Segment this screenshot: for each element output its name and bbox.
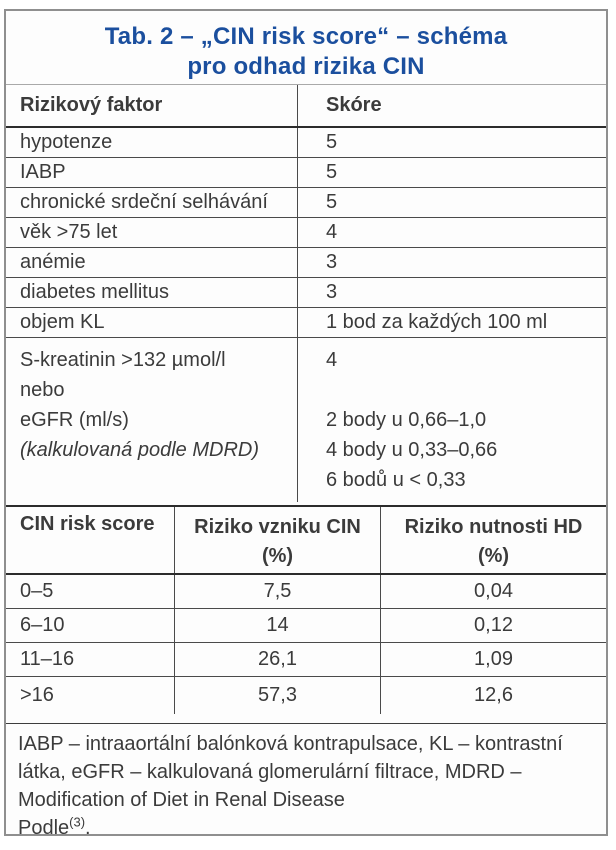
header-cell-cin-risk-score: CIN risk score (6, 507, 175, 573)
factor-line: S-kreatinin >132 µmol/l (20, 349, 226, 371)
table-row: chronické srdeční selhávání 5 (6, 188, 606, 218)
cell-cin-risk: 14 (175, 609, 381, 642)
cell-factor-multiline: S-kreatinin >132 µmol/l nebo eGFR (ml/s)… (6, 338, 298, 502)
header-cell-riziko-nutnosti: Riziko nutnosti HD (%) (381, 507, 606, 573)
header-line: Riziko nutnosti HD (404, 516, 583, 538)
title-line-2: pro odhad rizika CIN (187, 53, 425, 80)
risk-factor-table-header: Rizikový faktor Skóre (6, 85, 606, 128)
cell-score: 5 (326, 131, 338, 153)
score-line-blank (326, 375, 606, 405)
cell-cin-risk: 26,1 (175, 643, 381, 676)
cell-factor: objem KL (6, 308, 298, 337)
cell-hd-risk: 0,04 (474, 580, 513, 602)
footnote-line: Modification of Diet in Renal Disease (18, 789, 345, 811)
cell-score-range: 6–10 (6, 609, 175, 642)
cell-factor: chronické srdeční selhávání (6, 188, 298, 217)
score-line: 4 (326, 349, 338, 371)
cell-factor: věk >75 let (6, 218, 298, 247)
cell-score: 4 (326, 221, 338, 243)
table-row: >16 57,3 12,6 (6, 677, 606, 714)
cell-hd-risk: 0,12 (474, 614, 513, 636)
cell-score: 3 (326, 251, 338, 273)
cell-score-multiline: 4 2 body u 0,66–1,0 4 body u 0,33–0,66 6… (298, 338, 606, 502)
cin-score-table: CIN risk score Riziko vzniku CIN (%) Riz… (6, 505, 606, 714)
cell-hd-risk: 1,09 (474, 648, 513, 670)
cell-factor: hypotenze (6, 128, 298, 157)
citation-text: Podle (18, 817, 70, 839)
table-row: 0–5 7,5 0,04 (6, 575, 606, 609)
header-line: (%) (477, 545, 510, 567)
table-outer-frame: Tab. 2 – „CIN risk score“ – schéma pro o… (4, 9, 608, 839)
table-row: objem KL 1 bod za každých 100 ml (6, 308, 606, 338)
header-cell-factor: Rizikový faktor (6, 85, 298, 126)
cell-hd-risk: 12,6 (474, 684, 513, 706)
cell-score-range: >16 (6, 677, 175, 714)
header-line: Riziko vzniku CIN (194, 516, 361, 538)
factor-line: nebo (20, 379, 65, 401)
table-row: IABP 5 (6, 158, 606, 188)
title-line-1: Tab. 2 – „CIN risk score“ – schéma (104, 23, 508, 50)
cell-cin-risk: 7,5 (175, 575, 381, 608)
cell-score: 3 (326, 281, 338, 303)
citation-period: . (85, 817, 91, 839)
page-title: Tab. 2 – „CIN risk score“ – schéma pro o… (6, 22, 606, 82)
cell-factor: diabetes mellitus (6, 278, 298, 307)
cell-score: 5 (326, 161, 338, 183)
risk-factor-table: Rizikový faktor Skóre hypotenze 5 IABP 5… (6, 84, 606, 502)
citation-superscript: (3) (69, 814, 86, 830)
cell-score-range: 11–16 (6, 643, 175, 676)
footnote: IABP – intraaortální balónková kontrapul… (6, 723, 606, 839)
cell-cin-risk: 57,3 (175, 677, 381, 714)
header-cell-score: Skóre (326, 94, 382, 116)
factor-line-italic: (kalkulovaná podle MDRD) (20, 439, 259, 461)
factor-line: eGFR (ml/s) (20, 409, 129, 431)
table-row: diabetes mellitus 3 (6, 278, 606, 308)
header-line: (%) (261, 545, 294, 567)
table-row: anémie 3 (6, 248, 606, 278)
table-row: věk >75 let 4 (6, 218, 606, 248)
cin-score-table-header: CIN risk score Riziko vzniku CIN (%) Riz… (6, 507, 606, 575)
cell-score-range: 0–5 (6, 575, 175, 608)
cell-factor: IABP (6, 158, 298, 187)
cell-score: 1 bod za každých 100 ml (326, 311, 548, 333)
score-line: 2 body u 0,66–1,0 (326, 409, 487, 431)
footnote-citation: Podle(3). (18, 814, 594, 842)
table-row-multiline: S-kreatinin >132 µmol/l nebo eGFR (ml/s)… (6, 338, 606, 502)
footnote-line: IABP – intraaortální balónková kontrapul… (18, 733, 563, 755)
header-cell-riziko-vzniku: Riziko vzniku CIN (%) (175, 507, 381, 573)
cell-score: 5 (326, 191, 338, 213)
table-row: 6–10 14 0,12 (6, 609, 606, 643)
footnote-line: látka, eGFR – kalkulovaná glomerulární f… (18, 761, 522, 783)
score-line: 6 bodů u < 0,33 (326, 469, 466, 491)
table-row: hypotenze 5 (6, 128, 606, 158)
score-line: 4 body u 0,33–0,66 (326, 439, 498, 461)
table-row: 11–16 26,1 1,09 (6, 643, 606, 677)
cell-factor: anémie (6, 248, 298, 277)
